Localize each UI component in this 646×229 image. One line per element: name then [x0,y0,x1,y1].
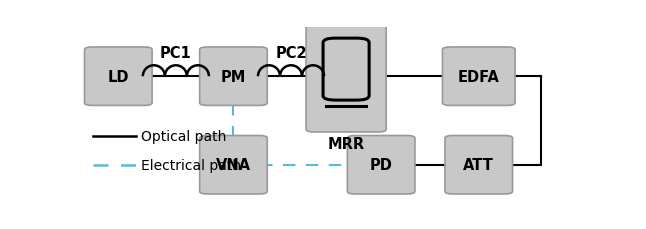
Text: VNA: VNA [216,158,251,172]
FancyBboxPatch shape [348,136,415,194]
Text: EDFA: EDFA [458,69,500,84]
Text: MRR: MRR [328,137,364,152]
FancyBboxPatch shape [85,48,152,106]
Text: ATT: ATT [463,158,494,172]
Text: Optical path: Optical path [141,130,226,144]
Text: PD: PD [370,158,393,172]
FancyBboxPatch shape [443,48,515,106]
Text: PM: PM [221,69,246,84]
FancyBboxPatch shape [200,48,267,106]
Text: PC2: PC2 [275,46,307,61]
FancyBboxPatch shape [306,21,386,132]
Text: PC1: PC1 [160,46,192,61]
Text: Electrical path: Electrical path [141,158,241,172]
Text: LD: LD [107,69,129,84]
FancyBboxPatch shape [445,136,512,194]
FancyBboxPatch shape [200,136,267,194]
